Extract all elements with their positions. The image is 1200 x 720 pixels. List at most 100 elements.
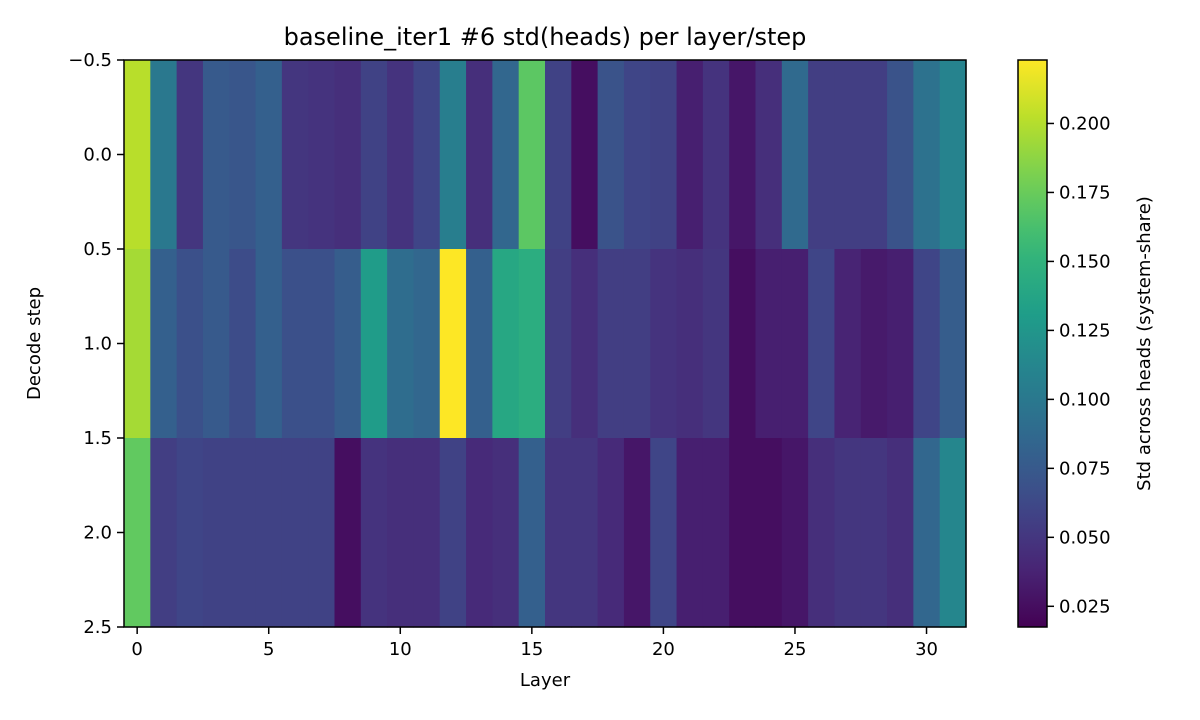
heatmap-cell: [913, 438, 941, 628]
heatmap-cell: [387, 249, 415, 439]
y-tick-label: 2.0: [83, 523, 112, 544]
colorbar-tick-label: 0.050: [1059, 527, 1111, 548]
heatmap-cell: [650, 60, 678, 250]
y-tick-label: 1.0: [83, 334, 112, 355]
x-axis-label: Layer: [520, 670, 571, 691]
heatmap-cell: [439, 60, 467, 250]
heatmap-cell: [439, 249, 467, 439]
heatmap-cell: [202, 249, 230, 439]
x-tick-label: 20: [652, 639, 675, 660]
heatmap-cell: [887, 249, 914, 439]
heatmap-cell: [808, 438, 836, 628]
colorbar-tick-label: 0.200: [1059, 113, 1111, 134]
heatmap-cell: [939, 249, 967, 439]
heatmap-cell: [229, 249, 257, 439]
heatmap-cell: [834, 249, 862, 439]
heatmap-cell: [781, 60, 809, 250]
heatmap-cell: [545, 60, 572, 250]
heatmap-cell: [176, 249, 204, 439]
heatmap-cell: [702, 438, 730, 628]
heatmap-cell: [781, 249, 809, 439]
heatmap-cell: [334, 438, 362, 628]
colorbar-tick-label: 0.100: [1059, 389, 1111, 410]
heatmap-cell: [281, 60, 309, 250]
heatmap-cell: [308, 438, 336, 628]
heatmap-cell: [623, 60, 651, 250]
heatmap-cell: [176, 60, 204, 250]
x-tick-label: 10: [389, 639, 412, 660]
heatmap-cell: [360, 438, 388, 628]
heatmap-cell: [518, 60, 546, 250]
heatmap-cell: [887, 60, 914, 250]
heatmap-cell: [360, 249, 388, 439]
heatmap-cell: [518, 438, 546, 628]
x-tick-label: 0: [131, 639, 142, 660]
heatmap-cell: [860, 438, 888, 628]
heatmap-cell: [650, 249, 678, 439]
heatmap-cell: [939, 60, 967, 250]
colorbar-tick-label: 0.075: [1059, 458, 1111, 479]
y-tick-label: 1.5: [83, 428, 112, 449]
heatmap-cell: [413, 249, 441, 439]
heatmap-cell: [413, 60, 441, 250]
heatmap-cell: [729, 249, 757, 439]
heatmap-cell: [466, 438, 493, 628]
heatmap-cell: [808, 60, 836, 250]
heatmap-cell: [808, 249, 836, 439]
colorbar-ticks: 0.025 0.050 0.075 0.100 0.125 0.150 0.175 0.200: [1047, 113, 1111, 617]
heatmap-cell: [150, 60, 178, 250]
heatmap-cell: [571, 60, 599, 250]
heatmap-cell: [387, 60, 415, 250]
heatmap-cell: [281, 438, 309, 628]
heatmap-cell: [150, 438, 178, 628]
heatmap-cell: [229, 438, 257, 628]
heatmap-cell: [545, 438, 572, 628]
heatmap: [124, 60, 967, 628]
y-axis-label: Decode step: [24, 287, 45, 400]
heatmap-cell: [176, 438, 204, 628]
heatmap-cell: [755, 249, 783, 439]
colorbar: [1017, 59, 1048, 628]
heatmap-cell: [676, 249, 704, 439]
colorbar-tick-label: 0.175: [1059, 182, 1111, 203]
colorbar-tick-label: 0.025: [1059, 596, 1111, 617]
heatmap-cell: [702, 249, 730, 439]
heatmap-cell: [202, 60, 230, 250]
heatmap-cell: [755, 438, 783, 628]
heatmap-cell: [124, 60, 151, 250]
heatmap-cell: [281, 249, 309, 439]
x-tick-label: 5: [263, 639, 274, 660]
heatmap-cell: [597, 438, 625, 628]
heatmap-cell: [939, 438, 967, 628]
heatmap-cell: [229, 60, 257, 250]
heatmap-cell: [834, 60, 862, 250]
heatmap-cell: [255, 249, 283, 439]
x-tick-label: 25: [784, 639, 807, 660]
heatmap-cell: [860, 249, 888, 439]
heatmap-cell: [360, 60, 388, 250]
x-tick-label: 15: [520, 639, 543, 660]
y-tick-label: −0.5: [68, 50, 112, 71]
heatmap-cell: [913, 60, 941, 250]
heatmap-cell: [729, 60, 757, 250]
heatmap-cell: [334, 60, 362, 250]
heatmap-cell: [650, 438, 678, 628]
y-axis: −0.5 0.0 0.5 1.0 1.5 2.0 2.5: [68, 50, 124, 638]
heatmap-cell: [702, 60, 730, 250]
heatmap-cell: [597, 60, 625, 250]
x-axis: 0 5 10 15 20 25 30: [131, 627, 938, 660]
y-tick-label: 0.0: [83, 145, 112, 166]
x-tick-label: 30: [915, 639, 938, 660]
heatmap-cell: [571, 438, 599, 628]
heatmap-cell: [150, 249, 178, 439]
y-tick-label: 2.5: [83, 617, 112, 638]
colorbar-tick-label: 0.150: [1059, 251, 1111, 272]
heatmap-cell: [623, 438, 651, 628]
heatmap-cell: [334, 249, 362, 439]
heatmap-cell: [466, 249, 493, 439]
heatmap-cell: [729, 438, 757, 628]
chart-title: baseline_iter1 #6 std(heads) per layer/s…: [284, 23, 807, 51]
heatmap-cell: [860, 60, 888, 250]
heatmap-cell: [518, 249, 546, 439]
